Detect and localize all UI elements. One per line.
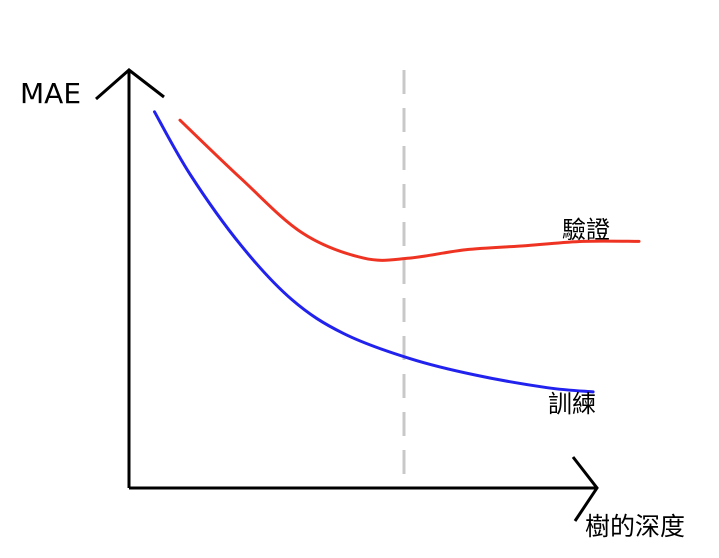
series-label-training: 訓練 [548, 390, 596, 418]
x-axis-arrowhead [571, 456, 599, 522]
series-line-training [153, 110, 595, 394]
y-axis-label: MAE [20, 77, 81, 110]
series-label-validation: 驗證 [562, 216, 610, 244]
x-axis-label: 樹的深度 [585, 512, 685, 541]
series-line-validation [178, 118, 641, 262]
y-axis-arrowhead [95, 68, 165, 101]
